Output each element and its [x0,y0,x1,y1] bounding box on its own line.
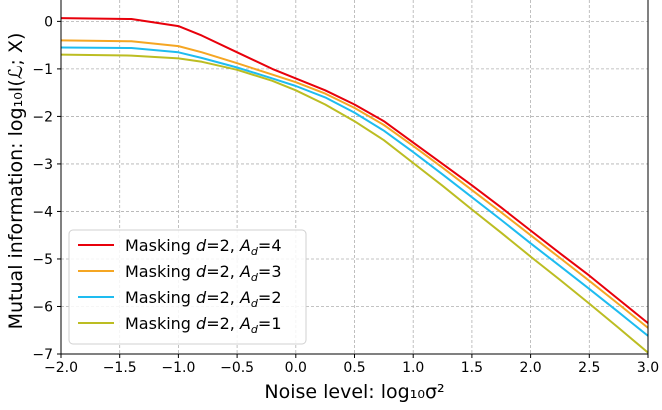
axis-labels: Noise level: log₁₀σ² Mutual information: … [5,33,445,403]
series-line-3 [60,53,649,354]
x-tick-label: 2.5 [578,360,600,376]
x-tick-label: 3.0 [637,360,659,376]
y-tick-label: 0 [44,14,53,30]
x-tick-label: 1.0 [402,360,424,376]
y-tick-label: −7 [32,347,53,363]
y-tick-label: −3 [32,157,53,173]
tick-labels: −2.0 −1.5 −1.0 −0.5 0.0 0.5 1.0 1.5 2.0 2.5 3.0 0 −1… [32,14,659,376]
series-line-2 [60,46,649,337]
legend-label-0: Masking d=2, Ad=4 [125,236,282,258]
x-tick-label: −1.0 [161,360,195,376]
legend-box [68,229,307,345]
series-line-0 [60,17,649,324]
legend-label-2: Masking d=2, Ad=2 [125,288,282,310]
x-tick-label: 2.0 [519,360,541,376]
legend: Masking d=2, Ad=4 Masking d=2, Ad=3 Maskin… [68,229,307,345]
x-tick-label: −0.5 [220,360,254,376]
y-tick-label: −1 [32,62,53,78]
x-axis-label: Noise level: log₁₀σ² [264,381,444,403]
legend-label-3: Masking d=2, Ad=1 [125,314,282,336]
legend-label-1: Masking d=2, Ad=3 [125,262,282,284]
y-tick-label: −6 [32,299,53,315]
x-tick-label: −2.0 [44,360,78,376]
y-axis-label: Mutual information: log₁₀I(ℒ; X) [5,33,27,330]
y-tick-label: −2 [32,109,53,125]
y-tick-label: −5 [32,252,53,268]
x-tick-label: −1.5 [103,360,137,376]
y-tick-label: −4 [32,204,53,220]
x-tick-label: 1.5 [461,360,483,376]
series-line-1 [60,39,649,329]
x-tick-label: 0.0 [285,360,307,376]
series-lines [60,17,649,354]
x-tick-label: 0.5 [343,360,365,376]
